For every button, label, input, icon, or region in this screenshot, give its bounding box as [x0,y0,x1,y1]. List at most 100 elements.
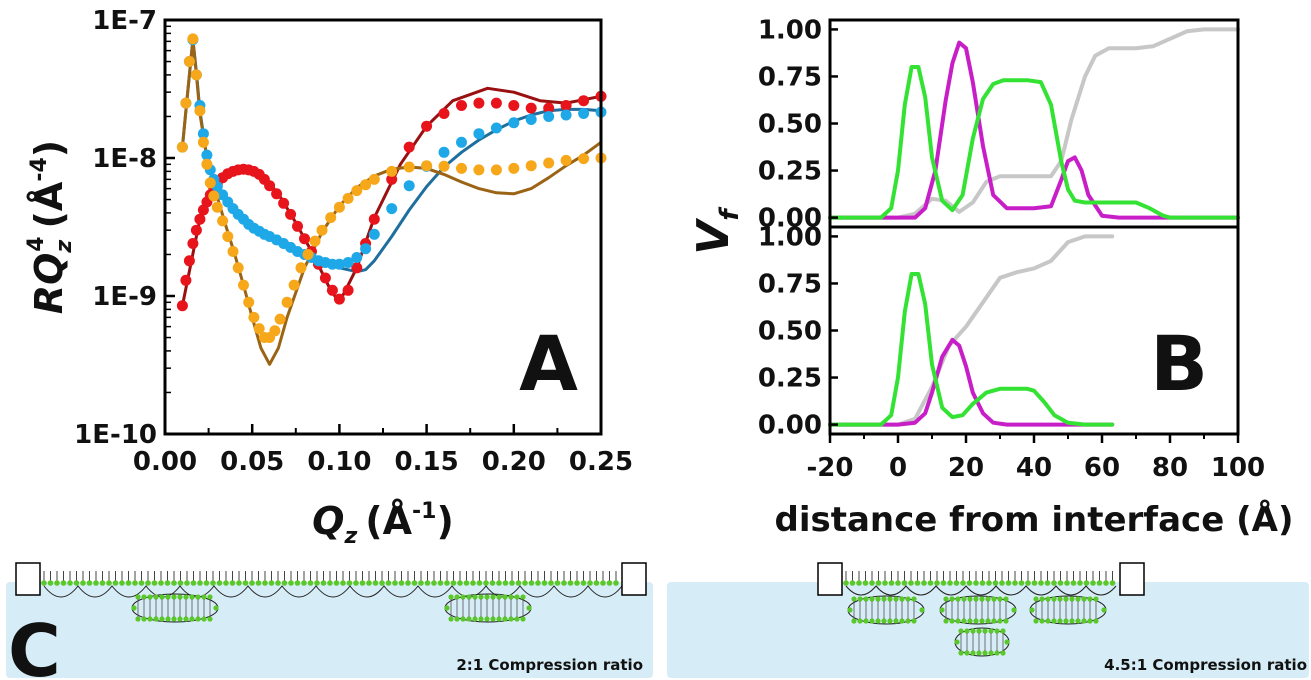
data-point [421,120,433,132]
data-point [438,160,450,172]
lipid-head [472,616,478,622]
data-point [543,111,555,122]
lipid-head [1031,580,1038,586]
lipid-head [165,616,171,622]
data-point [288,279,300,291]
x-tick-label: 100 [1211,453,1265,483]
lipid-head [1011,607,1017,613]
lipid-head [911,618,917,624]
lipid-head [385,580,392,586]
lipid-head [1039,596,1045,602]
right-trough-water [667,582,1309,678]
lipid-head [1005,580,1012,586]
data-point [326,284,338,296]
lipid-head [159,594,165,600]
lipid-head [851,618,857,624]
lipid-head [982,650,988,656]
lipid-head [145,580,151,586]
lipid-head [490,616,496,622]
lipid-head [1012,580,1018,586]
lipid-head [189,594,195,600]
lipid-head [514,594,520,600]
lipid-head [502,594,508,600]
lipid-head [135,616,141,622]
data-point [351,262,363,274]
data-point [333,258,345,270]
fit-line-blue_line [180,38,602,274]
data-point [211,201,223,213]
data-point [386,203,398,215]
y-tick-label: 0.50 [758,317,822,347]
lipid-head [851,596,857,602]
lipid-head [496,616,502,622]
data-point [176,141,188,153]
lipid-head [973,580,979,586]
lipid-head [1083,580,1090,586]
lipid-head [275,580,281,586]
lipid-head [448,616,454,622]
data-point [403,180,415,192]
lipid-head [171,580,177,586]
x-tick-label: 0 [889,453,907,483]
lipid-head [893,596,899,602]
lipid-head [197,580,203,586]
left-barrier-right [621,562,647,596]
lipid-head [125,580,132,586]
panel-a-y-axis-title: RQz4(Å-4) [24,140,77,314]
lipid-head [895,580,901,586]
data-point [194,105,206,117]
data-point [309,235,321,247]
panel-b-y-axis-title: Vf [688,206,745,255]
data-point [342,257,354,268]
y-tick-label: 0.25 [758,364,822,394]
data-point [368,213,380,225]
lipid-head [153,594,159,600]
data-series-orange_pts [176,33,607,343]
data-point [386,165,398,177]
data-point [197,128,209,140]
lipid-head [847,607,853,613]
x-tick-label: 0.05 [220,447,284,477]
lipid-head [955,596,961,602]
y-tick-label: 1E-7 [92,6,157,36]
lipid-head [418,580,424,586]
lipid-head [165,594,171,600]
lipid-head [899,618,905,624]
lipid-head [147,616,153,622]
lipid-head [985,618,991,624]
lipid-head [502,616,508,622]
lipid-head [1003,596,1009,602]
data-point [368,173,380,185]
lipid-head [80,580,86,586]
y-tick-label: 0.25 [758,157,822,187]
lipid-head [994,628,1000,634]
data-point [248,311,260,323]
lipid-head [887,618,893,624]
data-point [180,97,192,109]
lipid-head [908,580,914,586]
lipid-head [875,580,882,586]
y-tick-label: 0.75 [758,269,822,299]
lipid-head [1103,580,1109,586]
lipid-head [567,580,574,586]
panel-a-x-axis-title: Qz (Å-1) [312,499,454,549]
lipid-head [73,580,80,586]
data-point [473,128,485,140]
data-point [508,117,520,129]
x-tick-label: 60 [1084,453,1120,483]
right-barrier-right [1119,562,1145,596]
data-point [292,220,303,232]
lipid-head [905,618,911,624]
lipid-head [496,580,502,586]
data-point [403,161,415,173]
lipid-head [242,580,249,586]
monolayer-schematic [41,571,1117,657]
data-point [473,164,485,176]
lipid-head [151,580,158,586]
lipid-head [203,580,210,586]
lipid-head [961,596,967,602]
bilayer-reservoir [954,627,1010,657]
lipid-head [1057,580,1064,586]
lipid-head [561,580,567,586]
lipid-head [460,616,466,622]
